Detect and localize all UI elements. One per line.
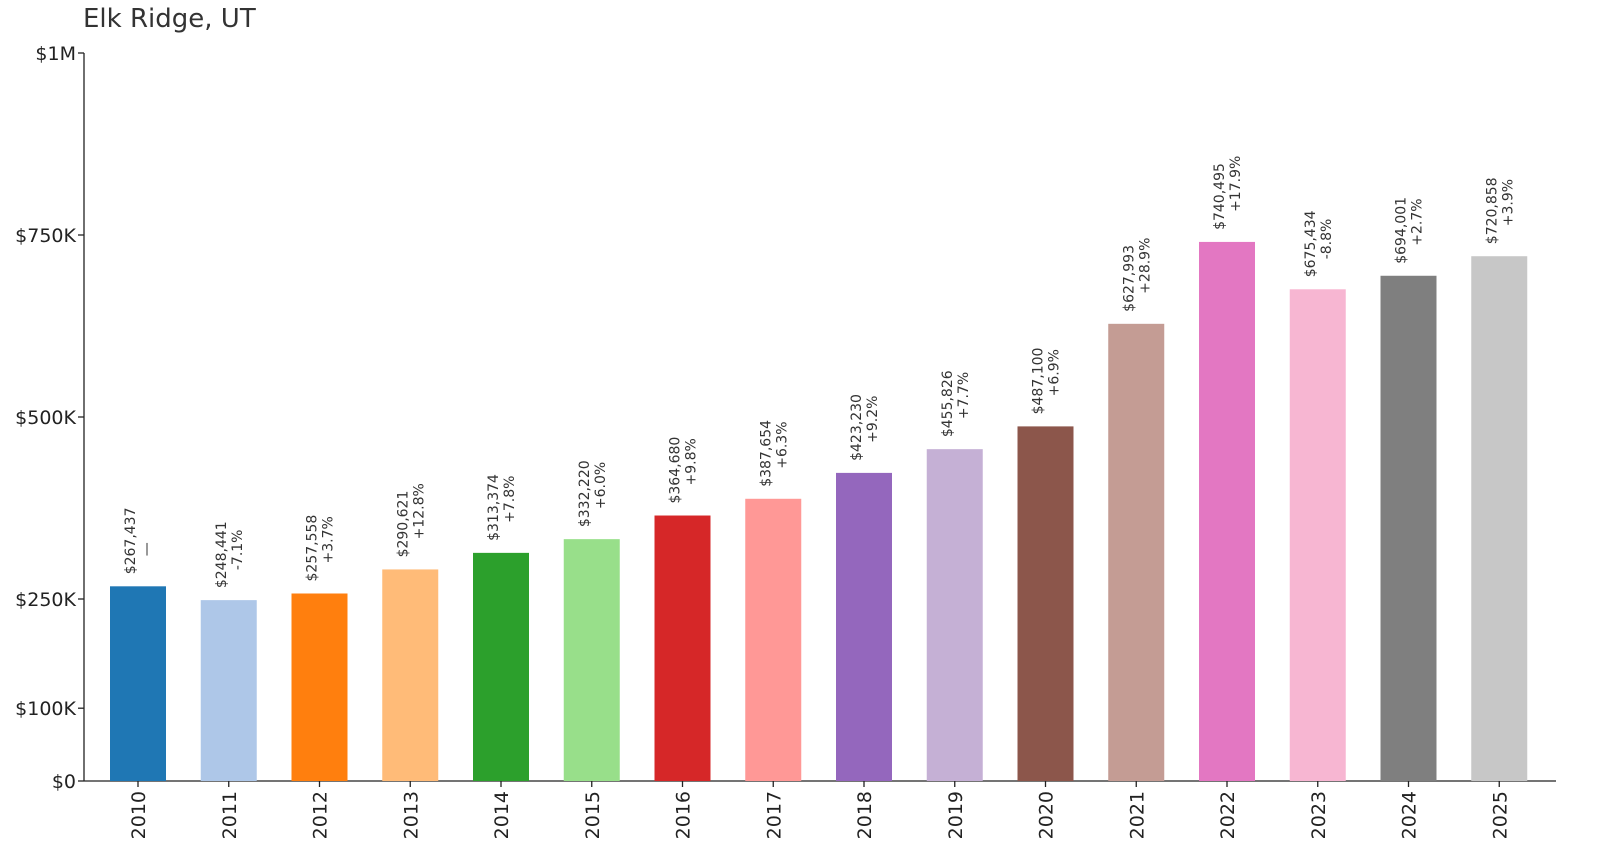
x-tick-label: 2014 [491, 791, 513, 839]
bar-2015 [563, 539, 620, 781]
value-label: $487,100 [1031, 348, 1047, 415]
bar-2012 [291, 593, 348, 781]
x-tick-label: 2015 [582, 791, 604, 839]
y-tick-label: $750K [15, 225, 76, 247]
change-label: +12.8% [411, 483, 427, 539]
change-label: — [139, 542, 155, 556]
change-label: +6.3% [774, 421, 790, 468]
x-tick-label: 2016 [673, 791, 695, 839]
bar-2018 [836, 472, 892, 781]
bar-2013 [382, 569, 439, 781]
y-tick-label: $250K [15, 589, 76, 611]
change-label: +7.7% [956, 372, 972, 419]
value-label: $423,230 [849, 394, 865, 461]
change-label: -7.1% [230, 530, 246, 571]
x-tick-label: 2022 [1217, 791, 1239, 839]
change-label: +17.9% [1228, 156, 1244, 212]
change-label: +7.8% [502, 476, 518, 523]
change-label: +9.2% [865, 396, 881, 443]
x-tick-label: 2023 [1308, 791, 1330, 839]
x-tick-label: 2017 [763, 791, 785, 839]
bar-2011 [200, 600, 257, 781]
change-label: +9.8% [684, 438, 700, 485]
x-tick-label: 2025 [1489, 791, 1511, 839]
value-label: $387,654 [758, 420, 774, 487]
bar-2014 [473, 552, 529, 781]
change-label: +3.9% [1500, 179, 1516, 226]
value-label: $627,993 [1121, 245, 1137, 312]
bar-2019 [926, 449, 983, 781]
bar-2016 [654, 515, 711, 781]
y-tick-label: $0 [52, 771, 76, 793]
chart-title: Elk Ridge, UT [83, 4, 256, 34]
value-label: $455,826 [940, 370, 956, 437]
value-label: $257,558 [305, 515, 321, 582]
value-label: $332,220 [577, 460, 593, 527]
bar-2017 [745, 498, 802, 781]
bar-2010 [110, 586, 166, 781]
change-label: +3.7% [321, 516, 337, 563]
value-label: $364,680 [668, 437, 684, 504]
value-label: $694,001 [1394, 197, 1410, 264]
x-tick-label: 2021 [1126, 791, 1148, 839]
bar-2022 [1199, 241, 1255, 781]
bar-2021 [1108, 323, 1165, 781]
bar-2020 [1017, 426, 1074, 781]
x-tick-label: 2020 [1036, 791, 1058, 839]
bar-2023 [1289, 289, 1346, 781]
y-tick-label: $500K [15, 407, 76, 429]
value-label: $290,621 [395, 491, 411, 558]
value-label: $675,434 [1303, 210, 1319, 277]
x-tick-label: 2013 [400, 791, 422, 839]
value-label: $740,495 [1212, 163, 1228, 230]
x-tick-label: 2019 [945, 791, 967, 839]
x-tick-label: 2024 [1399, 791, 1421, 839]
change-label: +6.9% [1047, 349, 1063, 396]
x-tick-label: 2018 [854, 791, 876, 839]
x-tick-label: 2011 [219, 791, 241, 839]
value-label: $267,437 [123, 507, 139, 574]
value-label: $248,441 [214, 521, 230, 588]
value-label: $720,858 [1484, 177, 1500, 244]
change-label: +2.7% [1410, 198, 1426, 245]
y-tick-label: $1M [35, 43, 76, 65]
value-label: $313,374 [486, 474, 502, 541]
bar-2025 [1471, 256, 1528, 782]
y-tick-label: $100K [15, 698, 76, 720]
change-label: +6.0% [593, 462, 609, 509]
change-label: -8.8% [1319, 219, 1335, 260]
bar-2024 [1380, 275, 1437, 781]
change-label: +28.9% [1137, 238, 1153, 294]
x-tick-label: 2012 [310, 791, 332, 839]
x-tick-label: 2010 [128, 791, 150, 839]
